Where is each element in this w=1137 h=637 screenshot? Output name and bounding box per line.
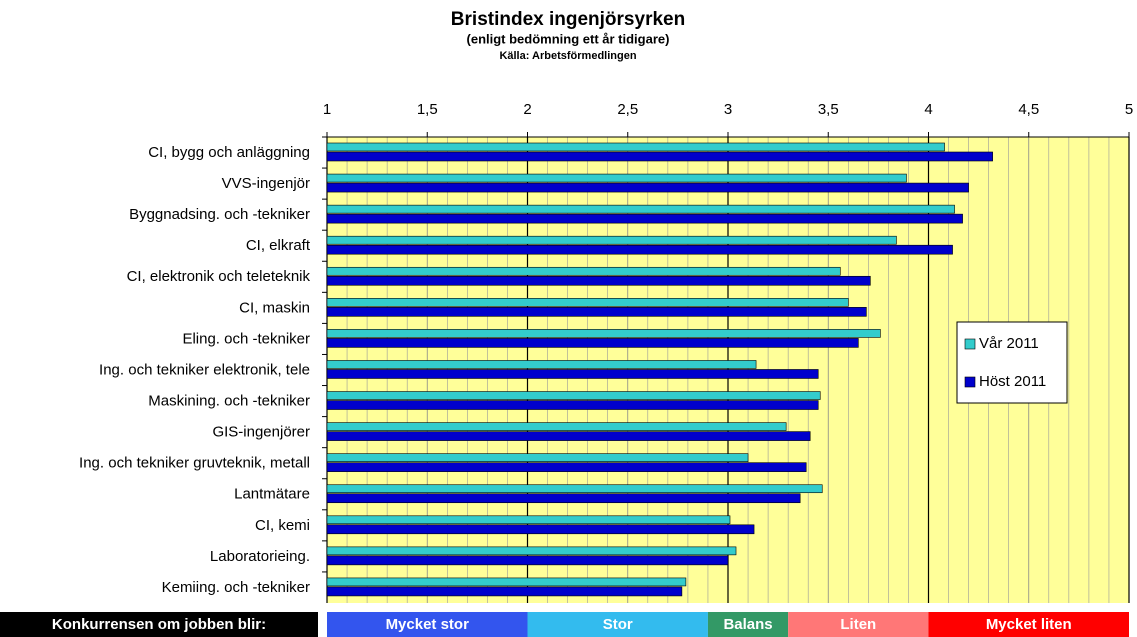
bar [326, 338, 859, 348]
x-tick-label: 1,5 [417, 101, 438, 118]
y-tick-label: VVS-ingenjör [222, 175, 310, 192]
y-tick-label: Ing. och tekniker elektronik, tele [99, 361, 310, 378]
legend-swatch [964, 338, 976, 350]
zone [327, 612, 528, 637]
bar [326, 555, 729, 566]
chart-title: Bristindex ingenjörsyrken [451, 9, 685, 30]
x-tick-label: 3 [724, 101, 732, 118]
chart-subtitle: (enligt bedömning ett år tidigare) [467, 31, 670, 46]
bar [326, 453, 749, 462]
bar [326, 142, 945, 152]
bar [326, 266, 841, 276]
zone-label: Liten [840, 616, 876, 633]
zone-label: Mycket liten [986, 616, 1072, 633]
y-tick-label: Eling. och -tekniker [182, 330, 310, 347]
zones-label: Konkurrensen om jobben blir: [52, 616, 266, 633]
bar [326, 151, 993, 162]
x-tick-label: 4 [924, 101, 932, 118]
y-tick-label: CI, kemi [255, 517, 310, 534]
bar [326, 235, 897, 245]
bar [326, 204, 955, 214]
zone [707, 612, 789, 637]
bar [326, 173, 907, 183]
y-tick-label: Laboratorieing. [210, 548, 310, 565]
bar [326, 484, 823, 494]
bar [326, 515, 731, 525]
y-tick-label: CI, elkraft [246, 237, 311, 254]
y-tick-label: Byggnadsing. och -tekniker [129, 206, 310, 223]
x-tick-label: 2 [523, 101, 531, 118]
zone [788, 612, 929, 637]
y-tick-label: GIS-ingenjörer [212, 424, 310, 441]
bar [326, 307, 867, 317]
bar [326, 422, 787, 431]
bar [326, 400, 819, 410]
chart-source: Källa: Arbetsförmedlingen [499, 50, 636, 62]
legend-label: Höst 2011 [979, 373, 1046, 390]
bar [326, 213, 963, 224]
bar [326, 244, 953, 255]
bar [326, 586, 683, 597]
zone-label: Balans [723, 616, 772, 633]
bar [326, 431, 811, 441]
y-tick-label: Lantmätare [234, 486, 310, 503]
x-tick-label: 1 [323, 101, 331, 118]
bar [326, 182, 969, 193]
legend-box [956, 321, 1068, 404]
zone-label: Stor [603, 616, 633, 633]
y-tick-label: CI, elektronik och teleteknik [127, 268, 311, 285]
legend-label: Vår 2011 [979, 335, 1039, 352]
bar [326, 275, 871, 286]
zone-label: Mycket stor [386, 616, 470, 633]
bar [326, 329, 881, 338]
y-tick-label: Kemiing. och -tekniker [162, 579, 310, 596]
y-tick-label: Ing. och tekniker gruvteknik, metall [79, 455, 310, 472]
x-tick-label: 2,5 [617, 101, 638, 118]
bar [326, 298, 849, 307]
bar [326, 360, 757, 369]
bar [326, 493, 801, 504]
y-tick-label: CI, maskin [239, 299, 310, 316]
y-tick-label: Maskining. och -tekniker [148, 393, 310, 410]
bar [326, 577, 687, 587]
bar [326, 462, 807, 472]
zone [527, 612, 708, 637]
x-tick-label: 3,5 [818, 101, 839, 118]
zone [928, 612, 1129, 637]
legend-swatch [964, 376, 976, 388]
bar [326, 391, 821, 400]
y-tick-label: CI, bygg och anläggning [148, 144, 310, 161]
x-tick-label: 5 [1125, 101, 1133, 118]
x-tick-label: 4,5 [1018, 101, 1039, 118]
bar [326, 546, 737, 556]
bar [326, 369, 819, 379]
bar [326, 524, 755, 535]
zones-label-box [0, 612, 318, 637]
